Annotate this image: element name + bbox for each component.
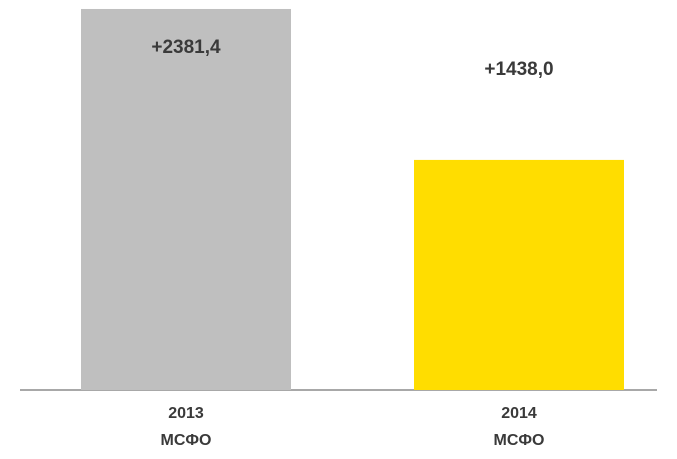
x-tick-label: 2014: [501, 405, 537, 422]
bar: [414, 159, 624, 390]
value-label: +2381,4: [151, 37, 221, 58]
x-tick-label: МСФО: [494, 432, 545, 449]
bar: [81, 8, 291, 390]
value-label: +1438,0: [484, 59, 553, 80]
x-tick-label: 2013: [168, 405, 204, 422]
x-tick-label: МСФО: [161, 432, 212, 449]
